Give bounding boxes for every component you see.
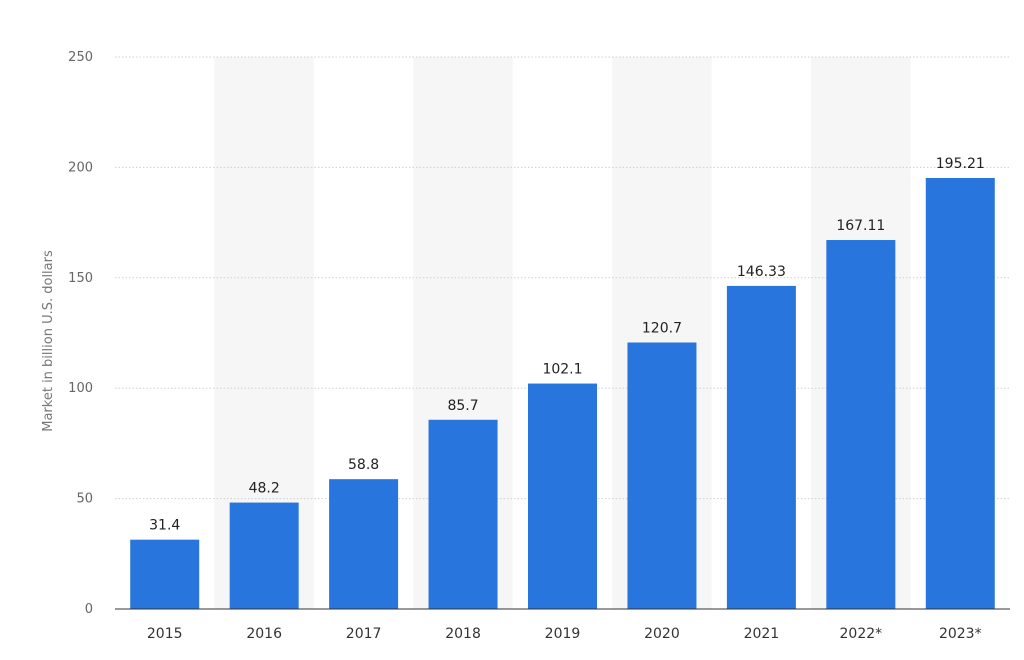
bar — [925, 177, 995, 609]
bar-value-label: 85.7 — [447, 398, 478, 414]
y-axis-ticks: 0 50 100 150 200 250 — [68, 50, 93, 617]
y-tick-label: 200 — [68, 160, 93, 175]
x-tick-label: 2023* — [939, 626, 982, 642]
x-axis-ticks: 2015 2016 2017 2018 2019 2020 2021 2022* 2023* — [147, 626, 982, 642]
value-labels: 31.4 48.2 58.8 85.7 102.1 120.7 146.33 167.11 19… — [149, 156, 985, 534]
x-tick-label: 2018 — [445, 626, 481, 642]
x-tick-label: 2016 — [246, 626, 282, 642]
bar — [826, 240, 896, 609]
y-tick-label: 50 — [76, 492, 93, 507]
x-tick-label: 2020 — [644, 626, 680, 642]
bar — [528, 383, 597, 609]
bar — [229, 502, 299, 609]
x-tick-label: 2017 — [346, 626, 382, 642]
bar-value-label: 195.21 — [936, 156, 985, 172]
y-tick-label: 100 — [68, 381, 93, 396]
x-tick-label: 2015 — [147, 626, 183, 642]
y-axis-title: Market in billion U.S. dollars — [41, 250, 56, 432]
bar — [130, 539, 200, 609]
bar-value-label: 31.4 — [149, 518, 180, 534]
bar-value-label: 146.33 — [737, 264, 786, 280]
bar-value-label: 120.7 — [642, 320, 682, 336]
x-tick-label: 2022* — [840, 626, 883, 642]
bar — [627, 342, 697, 609]
bar — [726, 285, 796, 609]
bar-value-label: 58.8 — [348, 457, 379, 473]
bar — [329, 479, 399, 609]
bar-value-label: 167.11 — [836, 218, 885, 234]
bar-value-label: 102.1 — [542, 362, 582, 378]
y-tick-label: 150 — [68, 271, 93, 286]
bar — [428, 419, 498, 609]
y-tick-label: 0 — [85, 602, 93, 617]
y-tick-label: 250 — [68, 50, 93, 65]
bar-value-label: 48.2 — [249, 481, 280, 497]
x-tick-label: 2021 — [744, 626, 780, 642]
x-tick-label: 2019 — [545, 626, 581, 642]
bars — [130, 177, 995, 609]
